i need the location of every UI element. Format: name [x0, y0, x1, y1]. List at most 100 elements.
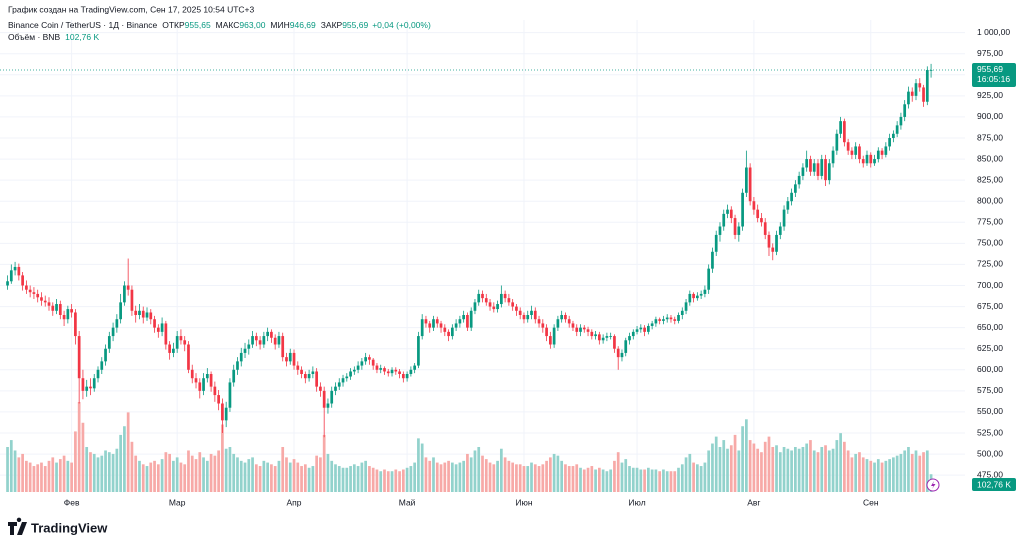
candle-body — [172, 348, 175, 353]
volume-bar — [843, 441, 846, 492]
volume-bar — [337, 466, 341, 492]
volume-bar — [639, 469, 643, 492]
volume-bar — [499, 448, 503, 492]
volume-bar — [797, 448, 801, 492]
candle-body — [368, 357, 371, 360]
candle-body — [888, 138, 891, 147]
volume-bar — [413, 462, 417, 492]
volume-bar — [767, 436, 771, 492]
volume-bar — [285, 457, 288, 492]
volume-bar — [443, 462, 447, 492]
volume-bar — [300, 466, 303, 492]
symbol: Binance Coin / TetherUS · 1Д · Binance — [8, 20, 158, 30]
volume-bar — [628, 466, 631, 492]
credit: График создан на TradingView.com, Сен 17… — [8, 4, 254, 14]
logo-icon[interactable] — [8, 517, 27, 535]
candle-body — [545, 327, 548, 337]
volume-bar — [526, 466, 530, 492]
volume-bar — [236, 457, 239, 492]
candle-body — [77, 336, 81, 379]
candle-body — [409, 369, 413, 374]
y-tick-label: 875,00 — [977, 132, 1003, 142]
candle-body — [605, 336, 609, 338]
candle-body — [620, 352, 624, 358]
candle-body — [914, 83, 918, 96]
candle-body — [281, 336, 285, 358]
y-tick-label: 500,00 — [977, 448, 1003, 458]
candle-body — [149, 312, 153, 320]
volume-bar — [172, 460, 175, 492]
volume-bar — [624, 459, 628, 492]
candle-body — [748, 167, 752, 202]
volume-bar — [869, 460, 873, 492]
candle-body — [884, 146, 888, 155]
volume-bar — [635, 467, 639, 492]
candle-body — [126, 285, 130, 290]
volume-bar — [375, 469, 379, 492]
candle-body — [375, 365, 379, 370]
candle-body — [680, 310, 684, 315]
candle-body — [345, 376, 349, 379]
volume-bar — [831, 448, 835, 492]
x-tick-label: Сен — [863, 497, 879, 507]
y-tick-label: 850,00 — [977, 153, 1003, 163]
volume-bar — [820, 447, 824, 492]
candle-body — [892, 133, 895, 138]
volume-bar — [405, 467, 409, 492]
candle-body — [58, 304, 62, 315]
candle-body — [334, 386, 337, 391]
candle-body — [477, 293, 481, 303]
y-tick-label: 925,00 — [977, 90, 1003, 100]
alert-bolt[interactable] — [931, 481, 936, 489]
candle-body — [650, 323, 654, 326]
logo[interactable]: TradingView — [8, 517, 108, 536]
volume-bar — [503, 457, 507, 492]
grid — [0, 20, 965, 492]
candle-body — [330, 390, 334, 404]
candle-body — [115, 319, 119, 328]
volume-bar — [545, 460, 548, 492]
candle-body — [74, 312, 77, 337]
candle-body — [473, 302, 477, 311]
y-tick-label: 750,00 — [977, 238, 1003, 248]
volume-bar — [254, 464, 258, 492]
candle-body — [673, 319, 677, 321]
logo-text[interactable]: TradingView — [31, 520, 108, 535]
candle-body — [662, 319, 665, 321]
candle-body — [123, 285, 126, 303]
candle-body — [183, 340, 187, 345]
candle-body — [669, 317, 673, 320]
volume-bar — [450, 462, 454, 492]
candle-body — [850, 150, 854, 155]
volume-bar — [895, 455, 899, 492]
candle-body — [654, 319, 658, 324]
candle-body — [221, 403, 224, 421]
volume-bar — [424, 457, 428, 492]
volume-bar — [662, 469, 665, 492]
candle-body — [322, 390, 326, 408]
volume-bar — [126, 412, 130, 492]
candle-body — [688, 293, 692, 303]
volume-bar — [247, 459, 251, 492]
candle-body — [790, 192, 793, 202]
candle-body — [32, 292, 36, 294]
candle-body — [458, 319, 462, 324]
volume-bar — [564, 464, 567, 492]
volume-bar — [345, 467, 349, 492]
candle-body — [205, 374, 209, 379]
candle-body — [910, 91, 914, 96]
volume-bar — [696, 464, 699, 492]
alert-icon[interactable] — [926, 478, 940, 492]
candle-body — [484, 298, 488, 303]
candle-body — [616, 348, 620, 358]
volume-bar — [458, 462, 462, 492]
candle-body — [820, 159, 824, 176]
volume-bar — [232, 453, 236, 492]
volume-bar — [352, 464, 356, 492]
candle-body — [624, 340, 628, 353]
candle-body — [319, 386, 322, 391]
candle-body — [364, 357, 368, 362]
volume-bar — [620, 462, 624, 492]
candle-body — [918, 83, 922, 88]
